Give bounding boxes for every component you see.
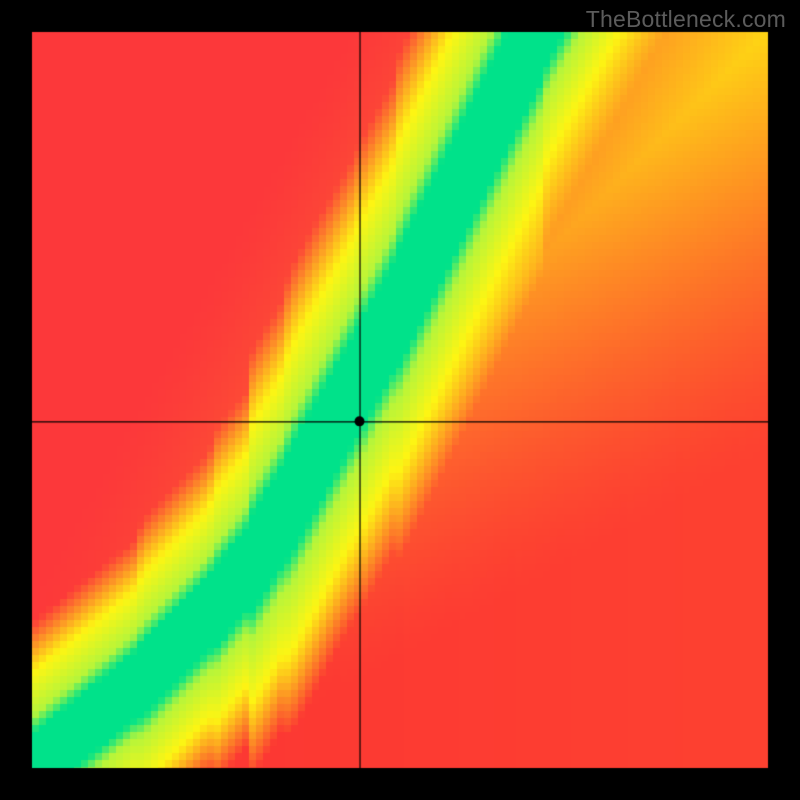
watermark-text: TheBottleneck.com [586,6,786,33]
bottleneck-heatmap-canvas [0,0,800,800]
chart-container: TheBottleneck.com [0,0,800,800]
